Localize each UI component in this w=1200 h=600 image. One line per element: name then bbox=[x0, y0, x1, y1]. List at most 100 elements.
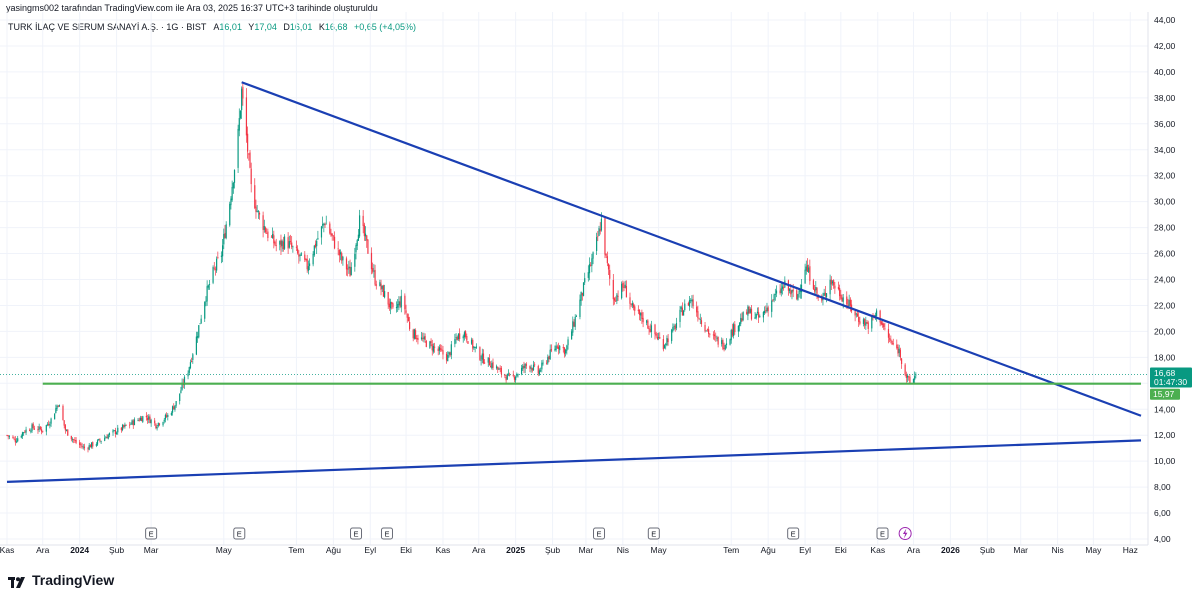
candle-body bbox=[481, 353, 483, 360]
candle-body bbox=[575, 316, 577, 318]
candle-body bbox=[884, 328, 886, 330]
candle-body bbox=[88, 445, 90, 450]
candle-body bbox=[604, 217, 606, 255]
candle-body bbox=[388, 303, 390, 308]
candle-body bbox=[64, 425, 66, 431]
candle-body bbox=[274, 241, 276, 245]
candle-body bbox=[224, 232, 226, 238]
earnings-label: E bbox=[791, 530, 796, 539]
candle-body bbox=[248, 153, 250, 155]
candle-body bbox=[455, 337, 457, 339]
candles bbox=[6, 82, 917, 453]
tradingview-logo[interactable]: TradingView bbox=[8, 572, 114, 588]
candle-body bbox=[8, 436, 10, 437]
time-tick-label: Haz bbox=[1123, 545, 1138, 555]
candle-body bbox=[120, 427, 122, 431]
candle-body bbox=[105, 437, 107, 439]
candle-body bbox=[50, 418, 52, 424]
price-tick-label: 44,00 bbox=[1154, 15, 1176, 25]
candle-body bbox=[914, 376, 916, 380]
trendline[interactable] bbox=[241, 81, 1142, 417]
candle-body bbox=[291, 242, 293, 247]
candle-body bbox=[688, 299, 691, 307]
candle-body bbox=[837, 287, 840, 289]
candle-body bbox=[663, 345, 666, 349]
candle-body bbox=[582, 282, 585, 296]
candle-body bbox=[392, 303, 394, 308]
candle-body bbox=[29, 429, 31, 431]
candle-body bbox=[591, 258, 593, 266]
candle-body bbox=[283, 236, 286, 249]
earnings-label: E bbox=[597, 530, 602, 539]
candle-body bbox=[391, 301, 393, 305]
candle-body bbox=[548, 356, 550, 360]
candle-body bbox=[805, 266, 807, 271]
candle-body bbox=[424, 335, 426, 340]
candle-body bbox=[746, 311, 748, 315]
price-tick-label: 14,00 bbox=[1154, 404, 1176, 414]
candle-body bbox=[164, 414, 167, 420]
candle-body bbox=[387, 291, 389, 305]
candle-body bbox=[655, 333, 657, 336]
candle-body bbox=[748, 306, 750, 314]
candle-body bbox=[724, 345, 726, 350]
price-axis[interactable]: 4,006,008,0010,0012,0014,0016,0018,0020,… bbox=[1154, 15, 1176, 544]
candle-body bbox=[847, 304, 849, 306]
time-tick-label: Ağu bbox=[761, 545, 776, 555]
candle-body bbox=[89, 445, 91, 448]
candle-body bbox=[462, 336, 464, 339]
candle-body bbox=[90, 442, 93, 448]
candle-body bbox=[200, 318, 202, 324]
candle-body bbox=[389, 301, 392, 309]
candle-body bbox=[806, 265, 809, 272]
candle-body bbox=[609, 269, 611, 279]
candle-body bbox=[230, 198, 232, 206]
candle-body bbox=[158, 423, 161, 425]
candle-body bbox=[258, 212, 261, 215]
candle-body bbox=[242, 86, 244, 99]
candle-body bbox=[466, 336, 468, 341]
candle-body bbox=[717, 336, 719, 345]
trendline[interactable] bbox=[6, 439, 1142, 484]
candle-body bbox=[112, 430, 114, 433]
candle-body bbox=[374, 269, 376, 285]
candle-body bbox=[445, 353, 448, 361]
candle-body bbox=[800, 284, 803, 293]
candle-body bbox=[422, 338, 424, 339]
time-tick-label: Kas bbox=[436, 545, 451, 555]
candle-body bbox=[874, 315, 876, 317]
candle-body bbox=[615, 300, 617, 302]
candle-body bbox=[307, 266, 309, 271]
candle-body bbox=[623, 286, 625, 288]
candle-body bbox=[332, 235, 334, 237]
candle-body bbox=[555, 345, 557, 350]
candle-body bbox=[740, 317, 742, 324]
candle-body bbox=[612, 279, 614, 300]
candle-body bbox=[330, 232, 332, 236]
candle-body bbox=[99, 439, 101, 441]
candle-body bbox=[163, 419, 165, 422]
candle-body bbox=[579, 299, 581, 317]
price-tick-label: 6,00 bbox=[1154, 508, 1171, 518]
candle-body bbox=[24, 431, 26, 433]
candle-body bbox=[233, 169, 236, 183]
candle-body bbox=[755, 313, 757, 318]
symbol-name[interactable]: TURK İLAÇ VE SERUM SANAYİ A.Ş. · 1G · BI… bbox=[8, 22, 207, 32]
candle-body bbox=[513, 376, 516, 380]
candle-body bbox=[772, 299, 774, 301]
candle-body bbox=[573, 322, 575, 327]
candle-body bbox=[750, 308, 753, 320]
time-axis[interactable]: Kas Ara 2024 Şub Mar May Tem Ağu Eyl Eki Kas Ara 202… bbox=[0, 545, 1138, 555]
candle-body bbox=[775, 290, 778, 294]
candle-body bbox=[905, 374, 907, 378]
candle-body bbox=[342, 256, 344, 261]
candle-body bbox=[370, 252, 373, 270]
candle-body bbox=[256, 210, 258, 212]
candle-body bbox=[842, 297, 844, 302]
candle-body bbox=[31, 424, 33, 432]
candle-body bbox=[597, 236, 599, 237]
earnings-marker bbox=[350, 527, 363, 540]
candle-body bbox=[505, 377, 507, 381]
trendlines[interactable] bbox=[6, 81, 1142, 484]
